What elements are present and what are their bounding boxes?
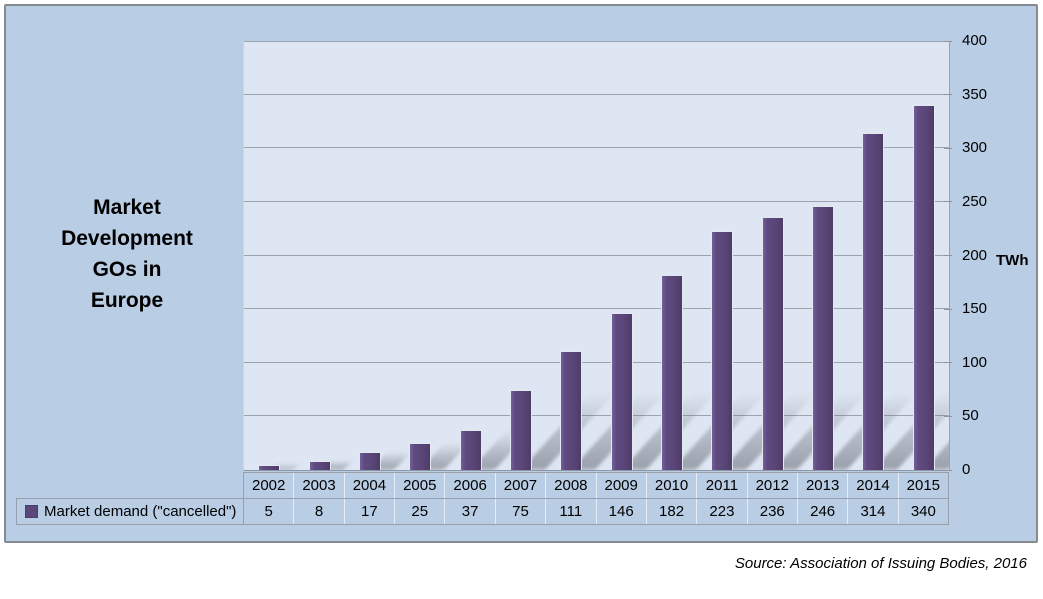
year-cell: 2006 — [445, 473, 496, 498]
year-cell: 2010 — [647, 473, 698, 498]
value-cell: 246 — [798, 499, 849, 524]
year-cell: 2012 — [748, 473, 798, 498]
value-cell: 37 — [445, 499, 496, 524]
year-cell: 2005 — [395, 473, 446, 498]
bar-2004 — [358, 451, 381, 470]
year-cell: 2015 — [906, 477, 941, 494]
gridline — [244, 415, 949, 417]
bar-2006 — [459, 430, 482, 470]
bar-2003 — [308, 461, 331, 470]
value-cell: 314 — [848, 499, 899, 524]
year-cell: 2008 — [546, 473, 597, 498]
year-cell: 2007 — [496, 473, 547, 498]
chart-title: Market Development GOs in Europe — [61, 196, 193, 312]
value-cell: 17 — [345, 499, 396, 524]
bar-2007 — [509, 389, 532, 470]
value-cell: 223 — [697, 499, 748, 524]
year-cell: 2014 — [848, 473, 899, 498]
gridline — [244, 361, 949, 363]
bar-2002 — [258, 464, 281, 470]
gridline — [244, 200, 949, 202]
bar-2008 — [560, 350, 583, 470]
year-cell: 2002 — [244, 473, 295, 498]
y-axis-tick — [944, 94, 952, 96]
value-cell: 236 — [748, 499, 798, 524]
gridline — [244, 254, 949, 256]
value-cell: 340 — [910, 503, 936, 520]
y-axis-tick-label: 100 — [962, 353, 988, 371]
source-note: Source: Association of Issuing Bodies, 2… — [734, 555, 1027, 572]
value-cell: 25 — [395, 499, 446, 524]
bar-2013 — [812, 206, 835, 470]
year-cell: 2011 — [697, 473, 748, 498]
x-axis-year-row: 2002 2003 2004 2005 2006 2007 2008 2009 2010 2011… — [243, 472, 949, 499]
year-cell: 2009 — [597, 473, 647, 498]
gridline — [244, 308, 949, 310]
legend-series-label: Market demand ("cancelled") — [44, 503, 237, 520]
bar-2010 — [661, 274, 684, 470]
plot-area — [243, 41, 950, 471]
bar-2009 — [610, 313, 633, 470]
value-cell: 182 — [647, 499, 698, 524]
y-axis-tick — [944, 415, 952, 417]
y-axis-tick — [944, 469, 952, 471]
value-cell: 5 — [244, 499, 295, 524]
y-axis-tick — [944, 362, 952, 364]
legend-series-marker-icon — [25, 505, 38, 518]
year-cell: 2013 — [798, 473, 849, 498]
y-axis-tick — [944, 147, 952, 149]
bar-2012 — [761, 216, 784, 470]
bar-2011 — [711, 230, 734, 470]
y-axis-tick-label: 150 — [962, 300, 988, 318]
y-axis-tick — [944, 255, 952, 256]
bar-2014 — [862, 133, 885, 470]
gridline — [244, 147, 949, 149]
value-cell: 75 — [496, 499, 547, 524]
value-cell: 146 — [597, 499, 647, 524]
year-cell: 2003 — [294, 473, 345, 498]
bar-2015 — [912, 105, 935, 470]
y-axis-tick-label: 50 — [962, 407, 979, 425]
gridline — [244, 41, 949, 42]
y-axis: 0 50 100 150 200 250 300 350 400 — [944, 32, 1010, 478]
y-axis-tick-label: 0 — [962, 461, 971, 478]
gridline — [244, 93, 949, 95]
y-axis-tick-label: 350 — [962, 85, 988, 103]
y-axis-tick-label: 200 — [962, 246, 988, 264]
bar-2005 — [409, 443, 432, 470]
value-cell: 8 — [294, 499, 345, 524]
y-axis-unit-label: TWh — [996, 252, 1029, 269]
y-axis-tick-label: 400 — [962, 32, 988, 49]
y-axis-tick-label: 300 — [962, 139, 988, 157]
legend-cell: Market demand ("cancelled") — [16, 498, 244, 525]
value-cell: 111 — [546, 499, 597, 524]
y-axis-tick — [944, 40, 952, 42]
y-axis-tick — [944, 201, 952, 203]
chart-frame: Market Development GOs in Europe 0 50 100 1… — [4, 4, 1038, 543]
year-cell: 2004 — [345, 473, 396, 498]
data-table-value-row: 5 8 17 25 37 75 111 146 182 223 236 246 314 340 — [243, 498, 949, 525]
y-axis-tick — [944, 308, 952, 310]
y-axis-tick-label: 250 — [962, 192, 988, 210]
